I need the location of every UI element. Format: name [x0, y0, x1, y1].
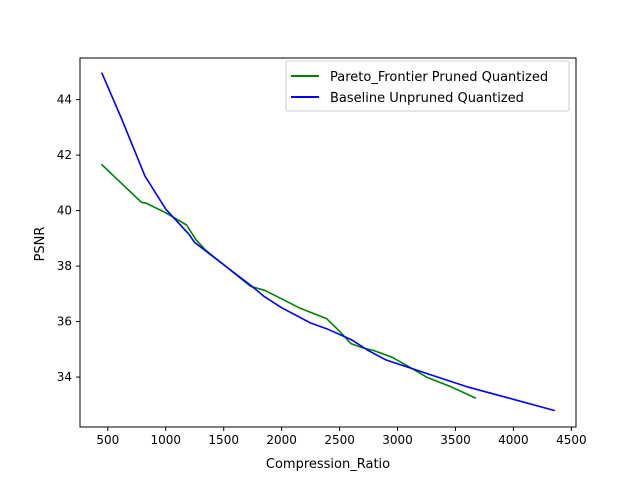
x-tick-label: 4000	[498, 433, 529, 447]
legend-label-baseline: Baseline Unpruned Quantized	[330, 91, 524, 106]
x-tick-label: 4500	[556, 433, 587, 447]
y-tick-label: 38	[57, 259, 72, 273]
x-tick-label: 1500	[208, 433, 239, 447]
series-layer	[100, 72, 555, 412]
x-axis-label: Compression_Ratio	[266, 457, 390, 472]
y-tick-label: 42	[57, 148, 72, 162]
x-tick-label: 500	[96, 433, 119, 447]
x-tick-label: 2500	[324, 433, 355, 447]
x-tick-label: 1000	[150, 433, 181, 447]
series-line-baseline	[100, 72, 555, 412]
axes-frame	[79, 57, 577, 428]
legend: Pareto_Frontier Pruned Quantized Baselin…	[285, 60, 570, 112]
axes-layer: 500 1000 1500 2000 2500 3000 3500 4000 4500 34 36 3…	[57, 57, 587, 447]
series-line-pareto	[100, 163, 477, 399]
x-tick-label: 3000	[382, 433, 413, 447]
legend-label-pareto: Pareto_Frontier Pruned Quantized	[330, 70, 548, 85]
x-tick-label: 3500	[440, 433, 471, 447]
y-tick-label: 44	[57, 93, 72, 107]
y-axis-label: PSNR	[33, 227, 48, 262]
y-tick-label: 40	[57, 204, 72, 218]
x-tick-label: 2000	[266, 433, 297, 447]
y-tick-label: 34	[57, 370, 72, 384]
y-tick-label: 36	[57, 315, 72, 329]
legend-frame	[285, 60, 570, 112]
